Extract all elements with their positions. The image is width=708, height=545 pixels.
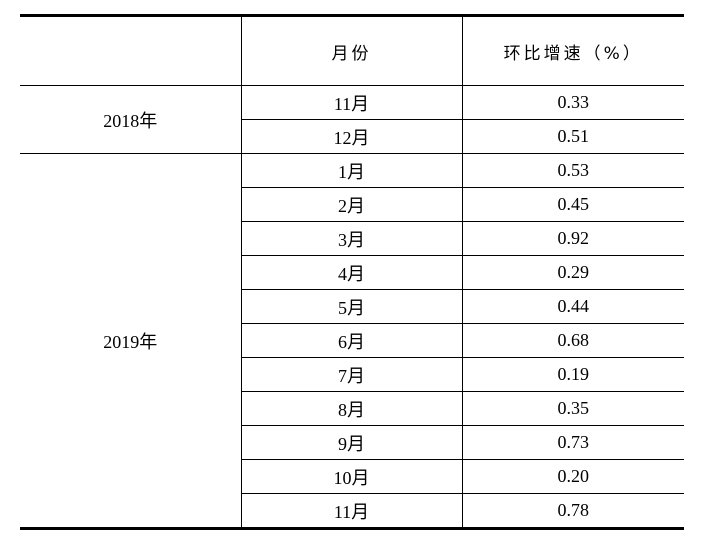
month-cell: 9月 <box>240 425 462 460</box>
month-cell: 2月 <box>240 187 462 222</box>
growth-value-cell: 0.45 <box>461 187 684 222</box>
month-cell: 8月 <box>240 391 462 426</box>
data-table-container: 月份 环比增速（%） 2018年 11月 0.33 12月 0.51 2019年 1月 0.5… <box>20 14 684 530</box>
growth-value-cell: 0.19 <box>461 357 684 392</box>
table-row: 9月 0.73 <box>20 425 684 460</box>
month-cell: 3月 <box>240 221 462 256</box>
month-cell: 1月 <box>240 153 462 188</box>
growth-value-cell: 0.20 <box>461 459 684 494</box>
year-cell: 2019年 <box>20 153 241 530</box>
growth-value-cell: 0.33 <box>461 85 684 120</box>
table-row: 11月 0.78 <box>20 493 684 530</box>
growth-value-cell: 0.29 <box>461 255 684 290</box>
growth-value-cell: 0.35 <box>461 391 684 426</box>
growth-value-cell: 0.68 <box>461 323 684 358</box>
month-cell: 4月 <box>240 255 462 290</box>
table-row: 10月 0.20 <box>20 459 684 494</box>
growth-value-cell: 0.44 <box>461 289 684 324</box>
month-cell: 7月 <box>240 357 462 392</box>
table-body: 2018年 11月 0.33 12月 0.51 2019年 1月 0.53 2月 0.45 3月 0.… <box>20 85 684 530</box>
table-row: 4月 0.29 <box>20 255 684 290</box>
table-row: 2019年 1月 0.53 <box>20 153 684 530</box>
table-row: 12月 0.51 <box>20 119 684 154</box>
month-over-month-growth-table: 月份 环比增速（%） 2018年 11月 0.33 12月 0.51 2019年 1月 0.5… <box>20 14 684 530</box>
growth-value-cell: 0.92 <box>461 221 684 256</box>
growth-value-cell: 0.51 <box>461 119 684 154</box>
table-row: 7月 0.19 <box>20 357 684 392</box>
growth-value-cell: 0.73 <box>461 425 684 460</box>
month-cell: 12月 <box>240 119 462 154</box>
table-row: 5月 0.44 <box>20 289 684 324</box>
year-cell: 2018年 <box>20 85 241 154</box>
table-row: 8月 0.35 <box>20 391 684 426</box>
month-cell: 5月 <box>240 289 462 324</box>
table-row: 3月 0.92 <box>20 221 684 256</box>
header-year-cell <box>20 14 241 86</box>
month-cell: 6月 <box>240 323 462 358</box>
table-row: 2月 0.45 <box>20 187 684 222</box>
growth-value-cell: 0.78 <box>461 493 684 530</box>
month-cell: 11月 <box>240 493 462 530</box>
header-growth-cell: 环比增速（%） <box>461 14 684 86</box>
growth-value-cell: 0.53 <box>461 153 684 188</box>
table-row: 2018年 11月 0.33 <box>20 85 684 154</box>
header-row: 月份 环比增速（%） <box>20 14 684 86</box>
month-cell: 11月 <box>240 85 462 120</box>
table-row: 6月 0.68 <box>20 323 684 358</box>
month-cell: 10月 <box>240 459 462 494</box>
header-month-cell: 月份 <box>240 14 462 86</box>
